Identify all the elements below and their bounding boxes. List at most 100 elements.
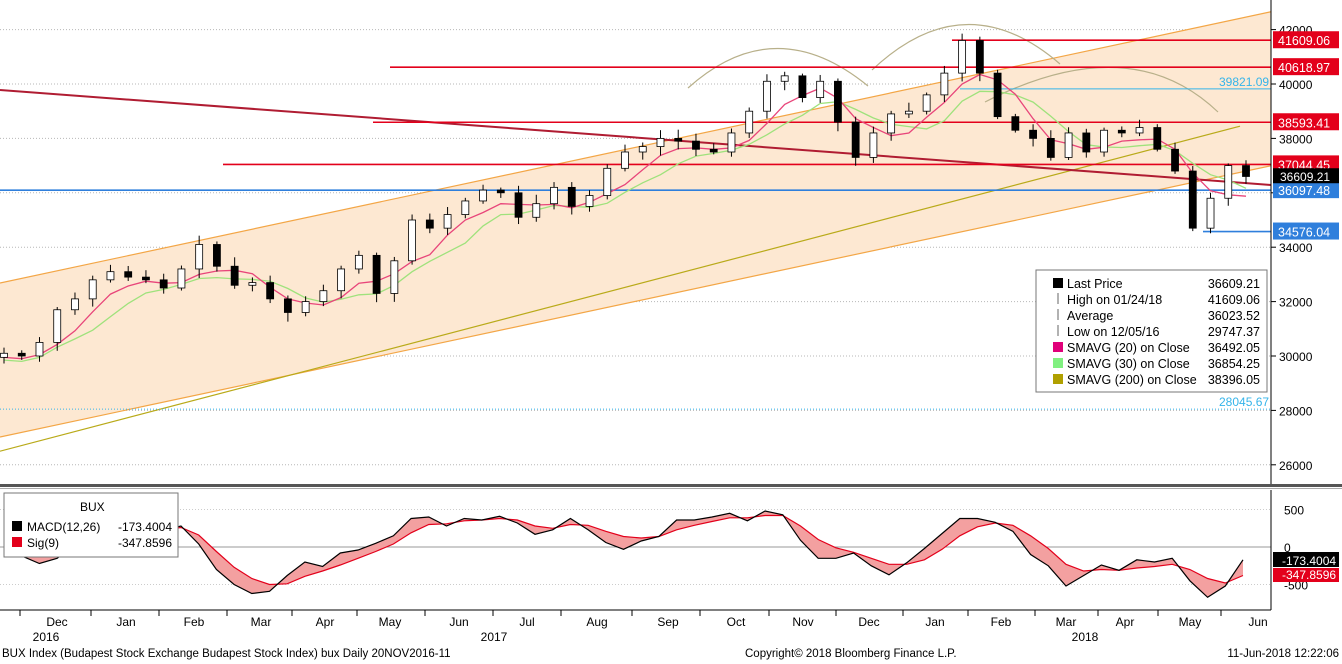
candle-body <box>1206 197 1215 229</box>
legend-swatch <box>1053 358 1063 368</box>
price-panel[interactable] <box>0 0 1272 484</box>
legend-value: 29747.37 <box>1208 325 1260 339</box>
signal-line <box>3 514 1244 586</box>
legend-label: SMAVG (200) on Close <box>1067 373 1197 387</box>
macd-legend-label: MACD(12,26) <box>27 520 100 534</box>
y-tick-label: 30000 <box>1279 350 1313 364</box>
x-tick-label: Mar <box>251 615 272 629</box>
candle-body <box>88 279 97 300</box>
signal-value-label: -347.8596 <box>1282 568 1336 582</box>
candle-body <box>142 276 150 281</box>
candle-body <box>692 140 700 150</box>
candle-body <box>1082 132 1091 153</box>
level-tag-text: 40618.97 <box>1278 61 1330 75</box>
y-tick-label: 40000 <box>1279 78 1313 92</box>
candle-body <box>0 352 8 358</box>
legend-value: 38396.05 <box>1208 373 1260 387</box>
candle-body <box>195 244 204 270</box>
level-tag <box>1273 155 1339 173</box>
macd-legend-value: -173.4004 <box>118 520 172 534</box>
candle-body <box>425 219 434 229</box>
candle-body <box>266 282 275 300</box>
candle-body <box>1064 132 1073 158</box>
x-year-label: 2018 <box>1072 630 1099 644</box>
x-tick-label: Jan <box>116 615 135 629</box>
panel-divider[interactable] <box>0 484 1342 487</box>
candle-body <box>975 40 984 74</box>
channel-upper-line <box>0 11 1272 284</box>
candle-body <box>1242 165 1250 177</box>
x-year-label: 2017 <box>481 630 508 644</box>
candle-body <box>585 195 594 207</box>
footer-right: 11-Jun-2018 12:22:06 <box>1227 648 1339 660</box>
candles <box>0 33 1250 364</box>
price-legend[interactable]: Last Price 36609.21 High on 01/24/18 41609.… <box>1035 269 1268 393</box>
candle-body <box>674 137 683 142</box>
channel-mid-line <box>0 125 1241 452</box>
channel-lower-line <box>0 165 1272 438</box>
legend-label: SMAVG (20) on Close <box>1067 341 1190 355</box>
footer-center: Copyright© 2018 Bloomberg Finance L.P. <box>745 648 957 660</box>
legend-swatch <box>1053 278 1063 288</box>
x-tick-label: Oct <box>727 615 746 629</box>
candle-body <box>1029 129 1037 139</box>
last-price-label: 36609.21 <box>1280 170 1330 184</box>
x-tick-label: Jan <box>925 615 944 629</box>
level-tag <box>1273 181 1339 199</box>
candle-body <box>443 214 452 229</box>
candle-body <box>1011 116 1020 131</box>
candle-body <box>887 113 896 134</box>
x-tick-label: Mar <box>1056 615 1077 629</box>
candle-body <box>177 268 186 289</box>
candle-body <box>479 189 487 202</box>
level-tag-text: 41609.06 <box>1278 34 1330 48</box>
macd-line <box>3 510 1244 599</box>
legend-label: Low on 12/05/16 <box>1067 325 1159 339</box>
level-lines <box>0 39 1271 410</box>
candle-body <box>283 298 292 313</box>
candle-body <box>230 265 239 286</box>
candle-body <box>372 254 381 294</box>
candle-body <box>1224 165 1233 199</box>
signal-value-tag <box>1273 568 1339 583</box>
footer-left: BUX Index (Budapest Stock Exchange Budap… <box>2 648 451 660</box>
macd-title: BUX <box>80 500 105 514</box>
candle-body <box>709 148 718 153</box>
last-price-tag <box>1273 168 1339 184</box>
macd-legend-value: -347.8596 <box>118 536 172 550</box>
candle-body <box>17 352 26 357</box>
candle-body <box>496 189 505 194</box>
candle-body <box>727 132 736 153</box>
legend-value: 36023.52 <box>1208 309 1260 323</box>
candle-body <box>1188 170 1197 229</box>
macd-value-tag <box>1273 552 1339 568</box>
legend-label: Last Price <box>1067 277 1123 291</box>
candle-body <box>834 80 842 123</box>
legend-value: 41609.06 <box>1208 293 1260 307</box>
x-tick-label: Jul <box>519 615 534 629</box>
x-tick-label: Feb <box>991 615 1012 629</box>
candle-body <box>567 186 576 207</box>
candle-body <box>408 219 416 262</box>
candle-body <box>248 282 257 286</box>
candle-body <box>798 75 807 98</box>
x-tick-label: Aug <box>586 615 607 629</box>
x-tick-label: Jun <box>449 615 468 629</box>
candle-body <box>1153 127 1162 150</box>
y-tick-label: 38000 <box>1279 132 1313 146</box>
candle-body <box>816 80 825 98</box>
level-tag-text: 36097.48 <box>1278 184 1330 198</box>
candle-body <box>1046 137 1055 158</box>
candle-body <box>904 110 913 115</box>
legend-label: SMAVG (30) on Close <box>1067 357 1190 371</box>
candle-body <box>461 200 470 215</box>
candle-body <box>656 137 665 147</box>
x-tick-label: May <box>1179 615 1202 629</box>
candle-body <box>319 290 328 303</box>
macd-legend[interactable]: BUX MACD(12,26) -173.4004 Sig(9) -347.8596 <box>3 492 179 558</box>
level-label: 39821.09 <box>1219 75 1269 89</box>
legend-value: 36854.25 <box>1208 357 1260 371</box>
level-tag <box>1273 31 1339 49</box>
